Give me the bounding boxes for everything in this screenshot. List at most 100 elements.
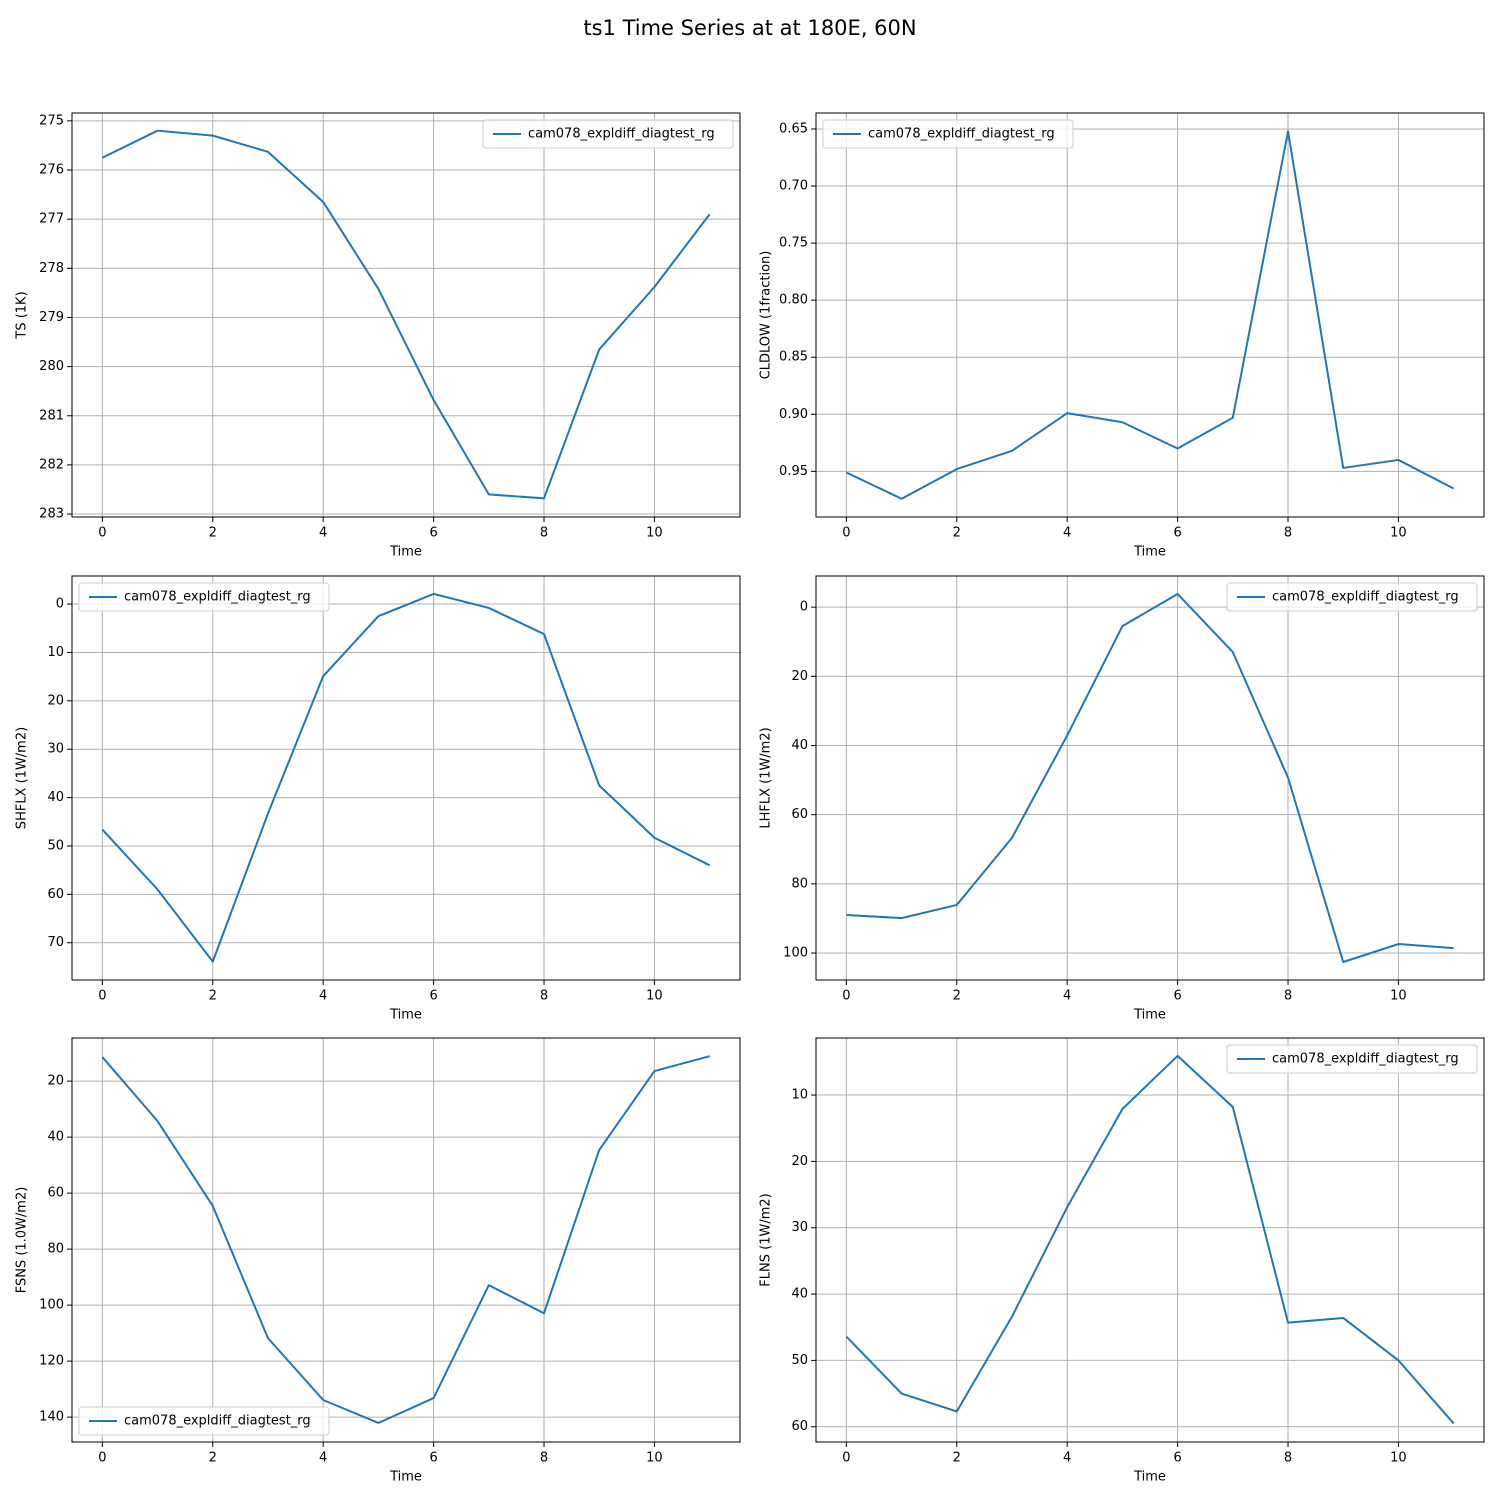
plot-area bbox=[72, 1038, 740, 1442]
y-tick-label: 0.65 bbox=[779, 121, 808, 136]
legend-box bbox=[78, 582, 330, 612]
x-tick-label: 10 bbox=[646, 526, 663, 541]
legend: cam078_expldiff_diagtest_rg bbox=[78, 1406, 330, 1436]
legend-box bbox=[482, 119, 734, 149]
subplot: 0 2 4 6 8 10 0 10 20 30 40 50 60 70 Time SHFLX (1W/m2) c… bbox=[15, 575, 741, 1023]
y-axis-label: FLNS (1W/m2) bbox=[759, 1193, 774, 1286]
plot-area bbox=[816, 576, 1484, 980]
legend: cam078_expldiff_diagtest_rg bbox=[482, 119, 734, 149]
y-tick-label: 50 bbox=[791, 1353, 808, 1368]
x-tick-label: 0 bbox=[842, 526, 850, 541]
y-tick-label: 283 bbox=[39, 507, 64, 522]
x-tick-label: 6 bbox=[429, 989, 437, 1004]
y-tick-label: 20 bbox=[47, 693, 64, 708]
y-tick-label: 60 bbox=[791, 807, 808, 822]
plot-area bbox=[816, 113, 1484, 517]
legend-label: cam078_expldiff_diagtest_rg bbox=[868, 127, 1055, 142]
x-tick-label: 4 bbox=[1063, 526, 1071, 541]
subplot: 0 2 4 6 8 10 10 20 30 40 50 60 Time FLNS (1W/m2) cam07… bbox=[759, 1037, 1485, 1485]
x-tick-label: 8 bbox=[540, 526, 548, 541]
y-tick-label: 276 bbox=[39, 163, 64, 178]
legend-label: cam078_expldiff_diagtest_rg bbox=[1272, 1052, 1459, 1067]
y-tick-label: 280 bbox=[39, 359, 64, 374]
x-tick-label: 6 bbox=[429, 1451, 437, 1466]
x-tick-label: 10 bbox=[646, 989, 663, 1004]
legend: cam078_expldiff_diagtest_rg bbox=[78, 582, 330, 612]
y-axis-label: LHFLX (1W/m2) bbox=[759, 727, 774, 828]
x-tick-label: 2 bbox=[209, 989, 217, 1004]
x-tick-label: 10 bbox=[1390, 526, 1407, 541]
y-tick-label: 40 bbox=[47, 1130, 64, 1145]
x-axis-label: Time bbox=[1133, 545, 1166, 560]
legend-box bbox=[1226, 1044, 1478, 1074]
x-tick-label: 4 bbox=[319, 989, 327, 1004]
x-axis-label: Time bbox=[1133, 1008, 1166, 1023]
legend-label: cam078_expldiff_diagtest_rg bbox=[124, 1414, 311, 1429]
y-tick-label: 278 bbox=[39, 261, 64, 276]
y-tick-label: 0 bbox=[56, 597, 64, 612]
y-tick-label: 275 bbox=[39, 113, 64, 128]
figure-title: ts1 Time Series at at 180E, 60N bbox=[583, 16, 916, 40]
y-tick-label: 40 bbox=[47, 790, 64, 805]
y-tick-label: 0.90 bbox=[779, 407, 808, 422]
x-tick-label: 6 bbox=[1173, 1451, 1181, 1466]
y-tick-label: 140 bbox=[39, 1410, 64, 1425]
plot-area bbox=[816, 1038, 1484, 1442]
x-tick-label: 2 bbox=[209, 526, 217, 541]
x-tick-label: 8 bbox=[540, 989, 548, 1004]
axes-frame bbox=[71, 1037, 741, 1443]
x-tick-label: 4 bbox=[319, 526, 327, 541]
y-tick-label: 80 bbox=[791, 876, 808, 891]
subplot: 0 2 4 6 8 10 0.65 0.70 0.75 0.80 0.85 0.90 0.95 Time C… bbox=[759, 112, 1485, 560]
x-tick-label: 2 bbox=[209, 1451, 217, 1466]
x-tick-label: 8 bbox=[540, 1451, 548, 1466]
x-tick-label: 0 bbox=[98, 989, 106, 1004]
y-tick-label: 10 bbox=[47, 645, 64, 660]
y-tick-label: 60 bbox=[791, 1419, 808, 1434]
y-tick-label: 70 bbox=[47, 935, 64, 950]
y-axis-label: CLDLOW (1fraction) bbox=[759, 251, 774, 380]
y-tick-label: 60 bbox=[47, 1186, 64, 1201]
x-axis-label: Time bbox=[1133, 1470, 1166, 1485]
axes-frame bbox=[815, 1037, 1485, 1443]
x-axis-label: Time bbox=[389, 1008, 422, 1023]
y-tick-label: 120 bbox=[39, 1354, 64, 1369]
x-tick-label: 10 bbox=[1390, 1451, 1407, 1466]
y-tick-label: 60 bbox=[47, 887, 64, 902]
y-tick-label: 40 bbox=[791, 738, 808, 753]
legend-box bbox=[822, 119, 1074, 149]
x-tick-label: 8 bbox=[1284, 1451, 1292, 1466]
x-tick-label: 2 bbox=[953, 526, 961, 541]
y-tick-label: 0.80 bbox=[779, 293, 808, 308]
legend-box bbox=[1226, 582, 1478, 612]
y-tick-label: 100 bbox=[39, 1298, 64, 1313]
x-tick-label: 8 bbox=[1284, 526, 1292, 541]
legend: cam078_expldiff_diagtest_rg bbox=[822, 119, 1074, 149]
y-tick-label: 10 bbox=[791, 1088, 808, 1103]
x-tick-label: 6 bbox=[1173, 526, 1181, 541]
plot-area bbox=[72, 113, 740, 517]
x-tick-label: 0 bbox=[98, 526, 106, 541]
x-tick-label: 0 bbox=[842, 1451, 850, 1466]
axes-frame bbox=[815, 575, 1485, 981]
y-tick-label: 281 bbox=[39, 408, 64, 423]
y-tick-label: 50 bbox=[47, 838, 64, 853]
y-tick-label: 277 bbox=[39, 212, 64, 227]
legend-label: cam078_expldiff_diagtest_rg bbox=[528, 127, 715, 142]
y-tick-label: 0.70 bbox=[779, 179, 808, 194]
legend-label: cam078_expldiff_diagtest_rg bbox=[1272, 590, 1459, 605]
x-tick-label: 4 bbox=[1063, 989, 1071, 1004]
plot-area bbox=[72, 576, 740, 980]
legend: cam078_expldiff_diagtest_rg bbox=[1226, 1044, 1478, 1074]
subplot: 0 2 4 6 8 10 275 276 277 278 279 280 281 282 283 Time TS… bbox=[15, 112, 741, 560]
data-line bbox=[845, 130, 1455, 500]
x-tick-label: 2 bbox=[953, 989, 961, 1004]
y-tick-label: 0 bbox=[800, 600, 808, 615]
subplot: 0 2 4 6 8 10 20 40 60 80 100 120 140 Time FSNS (1.0W/m… bbox=[15, 1037, 741, 1485]
axes-frame bbox=[71, 112, 741, 518]
y-tick-label: 0.85 bbox=[779, 350, 808, 365]
data-line bbox=[101, 592, 711, 963]
y-axis-label: TS (1K) bbox=[15, 291, 30, 339]
